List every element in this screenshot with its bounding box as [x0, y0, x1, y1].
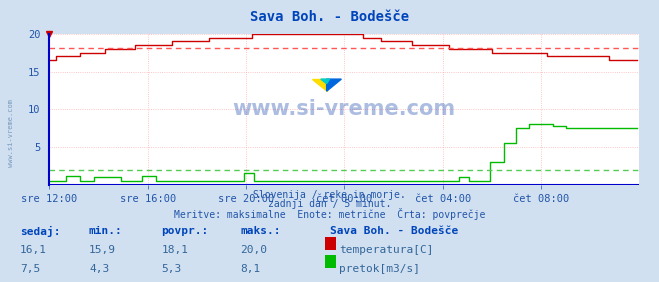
Text: pretok[m3/s]: pretok[m3/s] [339, 264, 420, 274]
Polygon shape [327, 79, 341, 91]
Polygon shape [321, 79, 330, 84]
Text: Meritve: maksimalne  Enote: metrične  Črta: povprečje: Meritve: maksimalne Enote: metrične Črta… [174, 208, 485, 220]
Text: temperatura[C]: temperatura[C] [339, 245, 434, 255]
Text: 7,5: 7,5 [20, 264, 40, 274]
Text: 18,1: 18,1 [161, 245, 188, 255]
Text: 8,1: 8,1 [241, 264, 261, 274]
Text: www.si-vreme.com: www.si-vreme.com [8, 98, 14, 167]
Text: sedaj:: sedaj: [20, 226, 60, 237]
Text: min.:: min.: [89, 226, 123, 235]
Text: 4,3: 4,3 [89, 264, 109, 274]
Text: 15,9: 15,9 [89, 245, 116, 255]
Text: 16,1: 16,1 [20, 245, 47, 255]
Text: Sava Boh. - Bodešče: Sava Boh. - Bodešče [330, 226, 458, 235]
Text: povpr.:: povpr.: [161, 226, 209, 235]
Text: Sava Boh. - Bodešče: Sava Boh. - Bodešče [250, 10, 409, 24]
Polygon shape [312, 79, 327, 91]
Text: 5,3: 5,3 [161, 264, 182, 274]
Text: 20,0: 20,0 [241, 245, 268, 255]
Text: maks.:: maks.: [241, 226, 281, 235]
Text: zadnji dan / 5 minut.: zadnji dan / 5 minut. [268, 199, 391, 209]
Text: Slovenija / reke in morje.: Slovenija / reke in morje. [253, 190, 406, 199]
Text: www.si-vreme.com: www.si-vreme.com [233, 99, 456, 119]
